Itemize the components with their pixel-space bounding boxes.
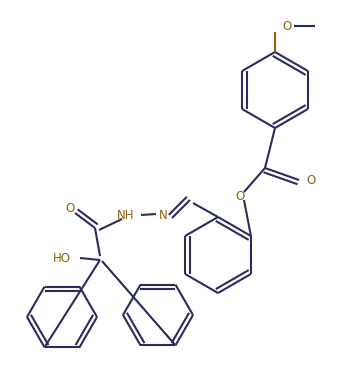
Text: O: O	[306, 174, 316, 186]
Text: O: O	[282, 20, 292, 32]
Text: O: O	[235, 189, 245, 203]
Text: O: O	[65, 201, 75, 214]
Text: HO: HO	[53, 251, 71, 264]
Text: N: N	[159, 209, 167, 221]
Text: NH: NH	[117, 209, 135, 221]
